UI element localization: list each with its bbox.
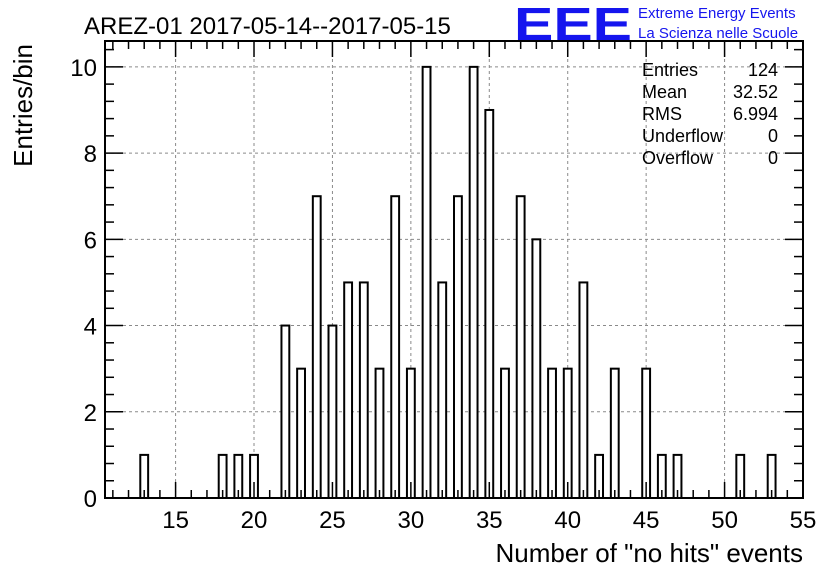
histogram-bar [641,367,652,499]
stats-value: 124 [748,60,778,80]
x-axis-label: Number of "no hits" events [496,538,804,568]
stats-label: Mean [642,82,687,102]
stats-label: Overflow [642,148,714,168]
x-tick-label: 20 [241,507,268,534]
y-tick-label: 8 [84,141,97,168]
x-tick-label: 35 [476,507,503,534]
y-axis-label: Entries/bin [8,44,38,167]
x-tick-label: 45 [633,507,660,534]
histogram-bar [531,238,542,500]
histogram-bar [421,65,432,500]
y-tick-label: 2 [84,400,97,427]
y-tick-label: 6 [84,227,97,254]
histogram-bar [280,324,291,500]
histogram-bar [405,367,416,499]
histogram-bar [578,281,589,499]
axes-layer [104,40,804,499]
histogram-bar [547,367,557,499]
histogram-bar [437,281,448,499]
histogram-bar [609,367,620,499]
stats-label: RMS [642,104,682,124]
plot-frame [104,40,804,499]
histogram-bar [311,195,322,499]
y-tick-label: 4 [84,314,97,341]
stats-value: 0 [768,148,778,168]
stats-value: 6.994 [733,104,778,124]
histogram-bar [500,367,510,499]
histogram-bar [358,281,369,499]
eee-logo: EEE Extreme Energy Events La Scienza nel… [514,0,798,50]
histogram-bar [296,367,306,499]
histogram-bar [327,324,338,500]
histogram-bar [390,195,401,499]
logo-line2: La Scienza nelle Scuole [638,25,798,42]
x-tick-label: 15 [162,507,189,534]
logo-mark: EEE [514,0,632,50]
stats-value: 32.52 [733,82,778,102]
histogram-bar [468,65,479,500]
bars-layer [139,65,777,500]
stats-label: Entries [642,60,698,80]
y-tick-label: 0 [84,486,97,513]
tick-labels: 15 20 25 30 35 40 45 50 55 0 2 4 6 8 10 [70,55,816,534]
stats-box: Entries 124 Mean 32.52 RMS 6.994 Underflow 0 Ove… [642,60,778,168]
x-tick-label: 40 [554,507,581,534]
y-tick-label: 10 [70,55,97,82]
histogram-bar [484,108,495,499]
histogram-bar [453,195,463,499]
histogram-bar [515,195,526,499]
histogram-bar [374,367,385,499]
x-tick-label: 50 [711,507,738,534]
logo-line1: Extreme Energy Events [638,5,796,22]
histogram-bar [343,281,354,499]
chart-title: AREZ-01 2017-05-14--2017-05-15 [84,13,451,40]
stats-value: 0 [768,126,778,146]
x-tick-label: 30 [398,507,425,534]
x-tick-label: 55 [790,507,817,534]
x-tick-label: 25 [319,507,346,534]
histogram-bar [562,367,573,499]
stats-label: Underflow [642,126,724,146]
